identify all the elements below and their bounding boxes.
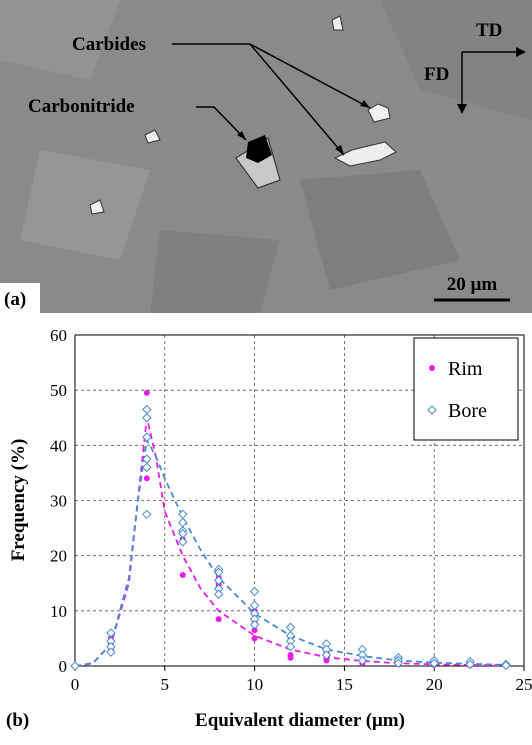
point: [215, 590, 223, 598]
point: [143, 510, 151, 518]
point: [216, 616, 222, 622]
carbides-label: Carbides: [72, 34, 146, 55]
x-tick-label: 25: [516, 675, 532, 694]
point: [252, 635, 258, 641]
td-label: TD: [476, 20, 502, 41]
point: [251, 588, 259, 596]
point: [144, 475, 150, 481]
point: [287, 623, 295, 631]
x-tick-label: 10: [246, 675, 263, 694]
y-axis-title: Frequency (%): [8, 439, 29, 562]
x-tick-label: 5: [161, 675, 170, 694]
y-tick-label: 10: [50, 602, 67, 621]
x-tick-label: 0: [71, 675, 80, 694]
x-axis-title: Equivalent diameter (μm): [195, 710, 405, 731]
legend-label: Rim: [448, 358, 483, 380]
micrograph: Carbides Carbonitride TD FD 20 µm (a): [0, 0, 532, 313]
point: [288, 655, 294, 661]
carbonitride-label: Carbonitride: [28, 96, 135, 117]
point: [251, 601, 259, 609]
y-tick-label: 50: [50, 381, 67, 400]
legend-marker: [429, 365, 435, 371]
y-tick-label: 0: [59, 657, 68, 676]
point: [143, 463, 151, 471]
panel-label: (a): [4, 289, 26, 310]
point: [144, 390, 150, 396]
fd-label: FD: [424, 64, 449, 85]
point: [179, 519, 187, 527]
point: [71, 662, 79, 670]
point: [287, 643, 295, 651]
y-tick-label: 60: [50, 326, 67, 345]
legend-box: [414, 338, 518, 440]
x-tick-label: 15: [336, 675, 353, 694]
y-tick-label: 30: [50, 492, 67, 511]
y-tick-label: 20: [50, 547, 67, 566]
point: [180, 572, 186, 578]
legend-label: Bore: [448, 400, 487, 422]
x-tick-label: 20: [426, 675, 443, 694]
point: [143, 405, 151, 413]
point: [143, 414, 151, 422]
scale-bar-label: 20 µm: [447, 274, 498, 295]
grain: [150, 230, 280, 313]
panel-label: (b): [6, 710, 29, 731]
y-tick-label: 40: [50, 436, 67, 455]
